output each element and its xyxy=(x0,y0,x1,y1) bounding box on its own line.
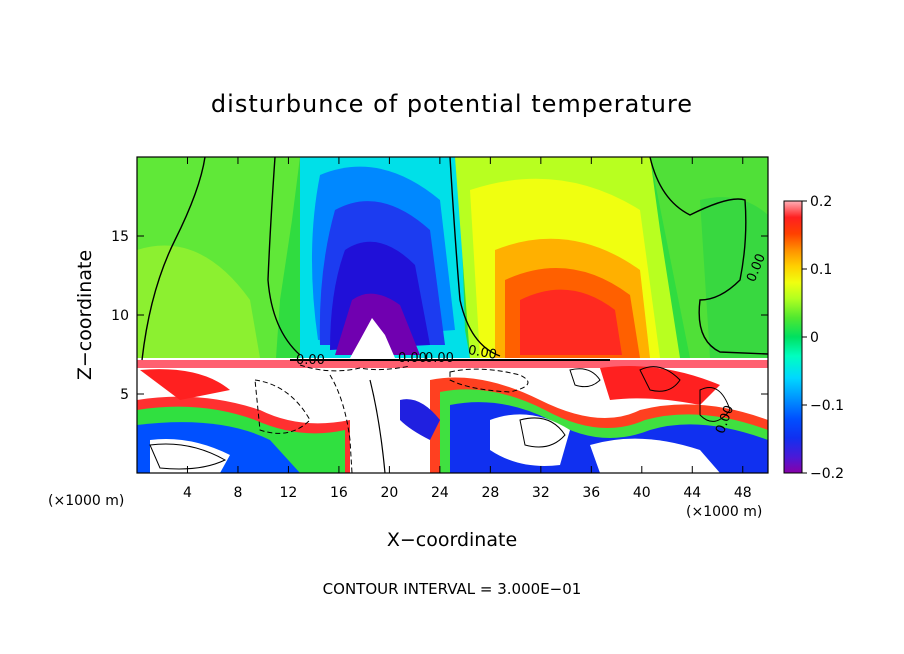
colorbar-tick-label: −0.1 xyxy=(810,398,844,414)
y-axis-label: Z−coordinate xyxy=(74,250,96,380)
x-tick-label: 48 xyxy=(734,485,752,501)
x-unit-note-right: (×1000 m) xyxy=(686,504,762,520)
y-tick-label: 10 xyxy=(111,308,129,324)
x-tick-label: 16 xyxy=(330,485,348,501)
colorbar-tick-label: −0.2 xyxy=(810,466,844,482)
x-axis: 4 8 12 16 20 24 28 32 36 40 44 48 xyxy=(183,157,752,501)
x-tick-label: 40 xyxy=(633,485,651,501)
contour-interval-note: CONTOUR INTERVAL = 3.000E−01 xyxy=(323,580,582,598)
x-tick-label: 12 xyxy=(280,485,298,501)
x-tick-label: 32 xyxy=(532,485,550,501)
contour-labels: 0.00 0.00 0.00 0.00 0.00 0.00 xyxy=(296,252,769,436)
colorbar xyxy=(783,200,803,474)
x-tick-label: 4 xyxy=(183,485,192,501)
contour-label: 0.00 xyxy=(467,343,498,363)
x-unit-note-left: (×1000 m) xyxy=(48,493,124,509)
x-tick-label: 36 xyxy=(582,485,600,501)
colorbar-tick-label: 0 xyxy=(810,330,819,346)
x-tick-label: 8 xyxy=(233,485,242,501)
y-tick-label: 15 xyxy=(111,229,129,245)
colorbar-tick-label: 0.1 xyxy=(810,262,832,278)
x-axis-label: X−coordinate xyxy=(387,529,517,551)
contour-label: 0.00 xyxy=(425,351,454,366)
contour-label: 0.00 xyxy=(398,351,427,366)
colorbar-tick-label: 0.2 xyxy=(810,194,832,210)
y-tick-label: 5 xyxy=(120,387,129,403)
chart-title: disturbunce of potential temperature xyxy=(211,90,693,118)
contour-label: 0.00 xyxy=(296,353,325,368)
x-tick-label: 28 xyxy=(481,485,499,501)
y-axis: 5 10 15 xyxy=(111,229,768,403)
x-tick-label: 44 xyxy=(683,485,701,501)
heatmap-field xyxy=(137,157,768,473)
colorbar-ticks: 0.2 0.1 0 −0.1 −0.2 xyxy=(802,194,844,482)
x-tick-label: 24 xyxy=(431,485,449,501)
x-tick-label: 20 xyxy=(380,485,398,501)
